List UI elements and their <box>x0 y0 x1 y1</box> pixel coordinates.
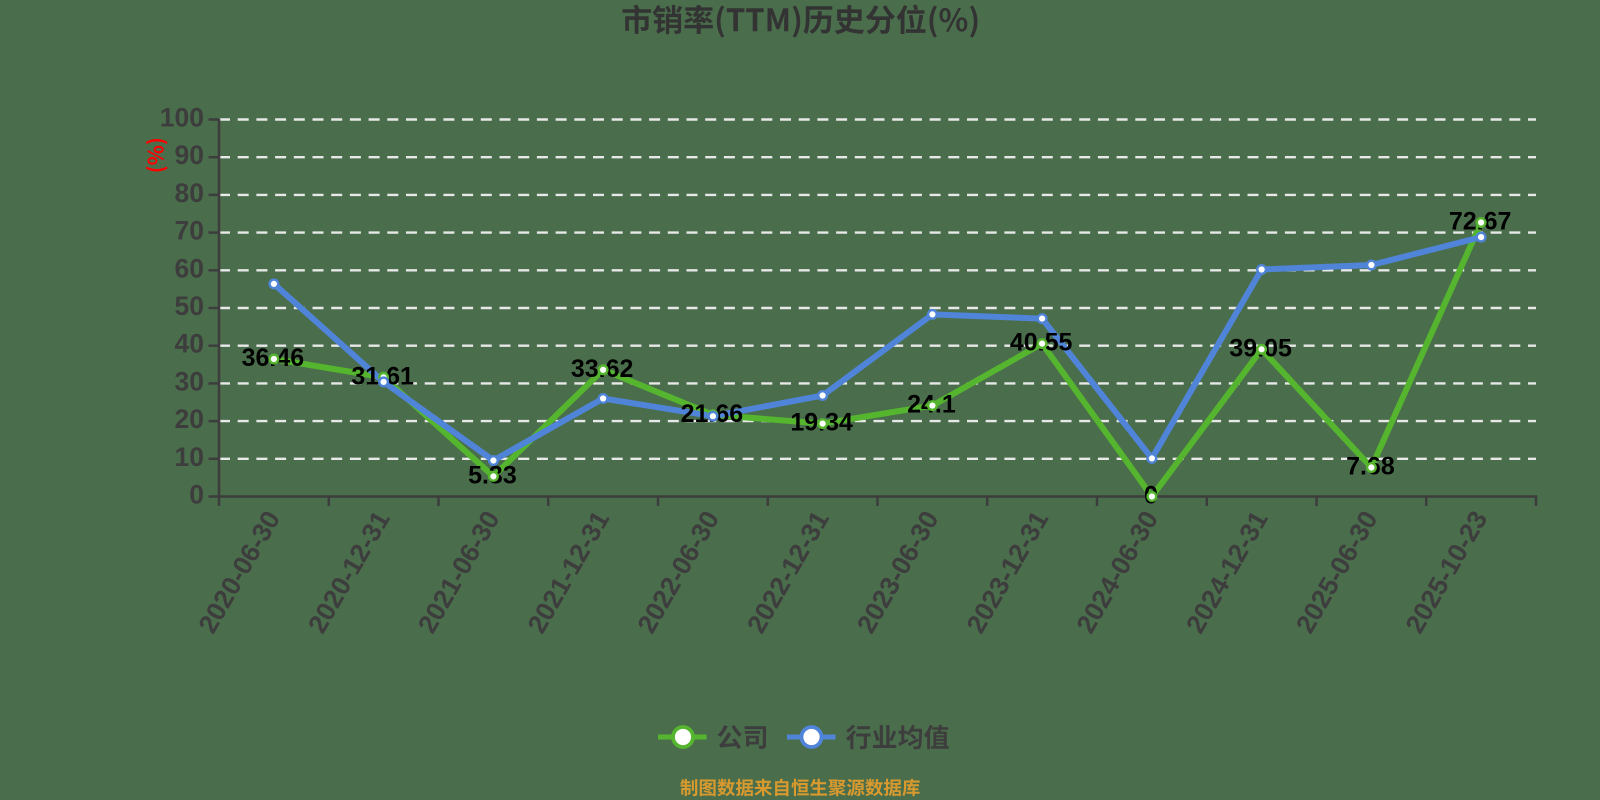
svg-text:80: 80 <box>175 178 204 208</box>
svg-text:30: 30 <box>175 366 204 396</box>
svg-text:90: 90 <box>175 140 204 170</box>
svg-text:20: 20 <box>175 404 204 434</box>
svg-text:40: 40 <box>175 329 204 359</box>
svg-text:0: 0 <box>189 480 204 510</box>
svg-text:10: 10 <box>175 442 204 472</box>
svg-text:100: 100 <box>160 103 204 133</box>
svg-text:60: 60 <box>175 253 204 283</box>
svg-text:50: 50 <box>175 291 204 321</box>
svg-text:70: 70 <box>175 216 204 246</box>
